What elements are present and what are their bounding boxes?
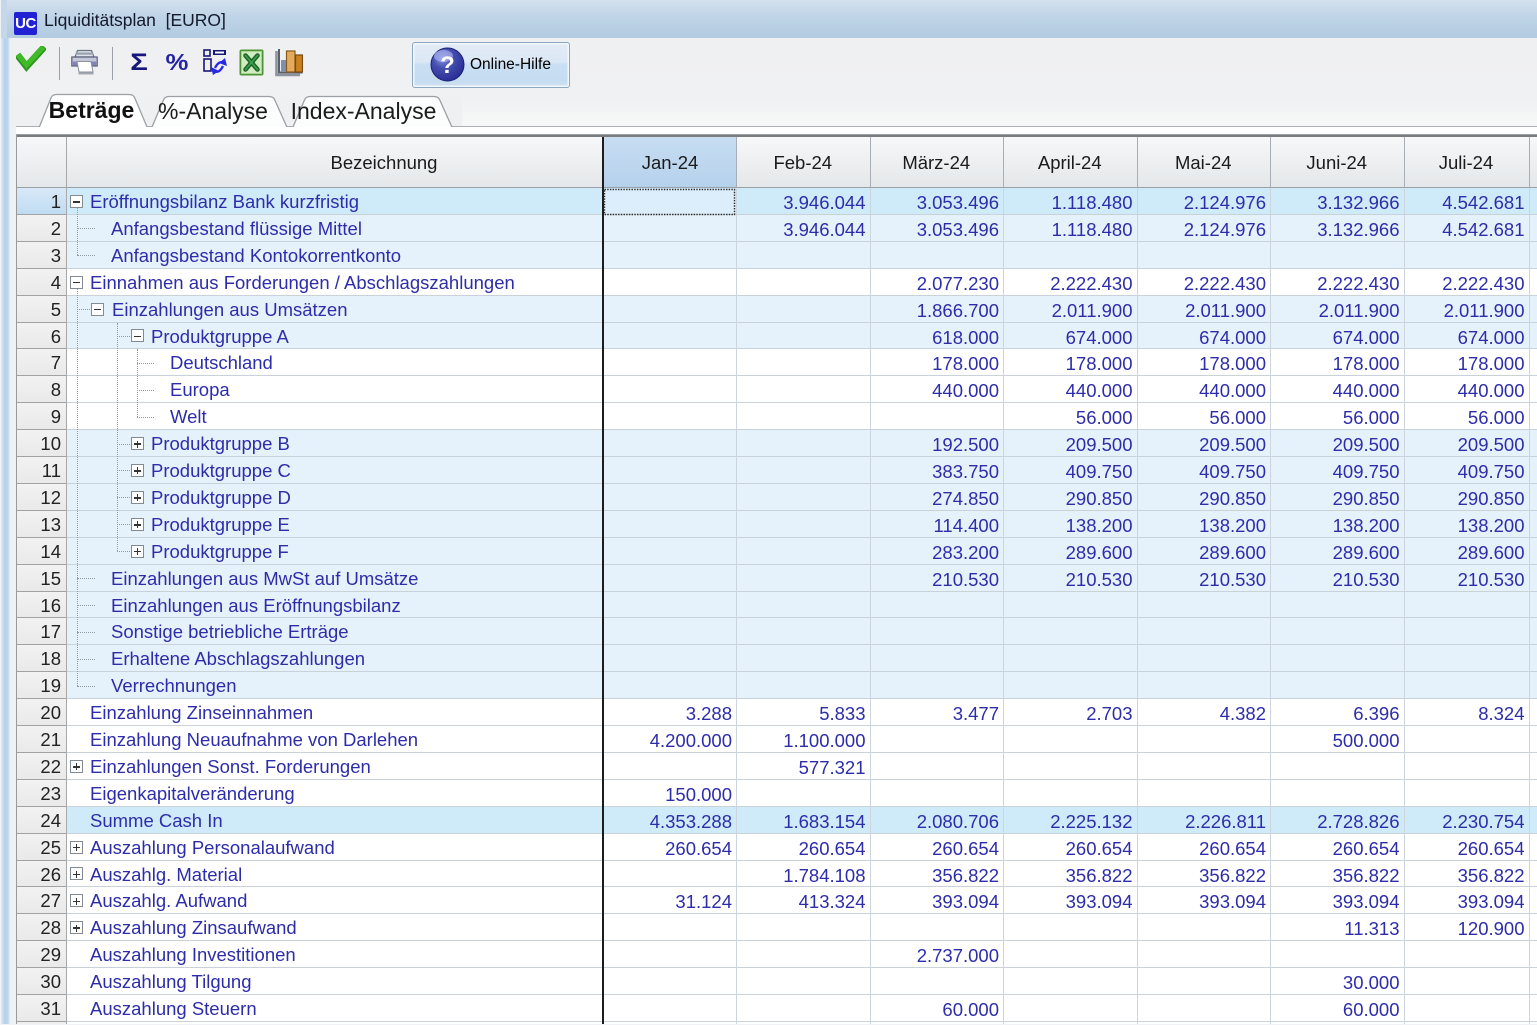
svg-text:?: ?: [440, 52, 455, 79]
